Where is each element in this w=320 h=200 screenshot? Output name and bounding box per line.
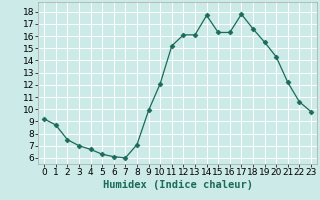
X-axis label: Humidex (Indice chaleur): Humidex (Indice chaleur) bbox=[103, 180, 252, 190]
